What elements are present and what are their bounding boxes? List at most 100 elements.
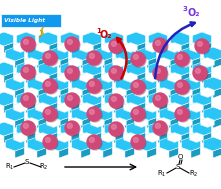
Polygon shape (102, 102, 115, 112)
Polygon shape (102, 43, 115, 53)
Polygon shape (170, 92, 190, 106)
Polygon shape (169, 147, 179, 158)
Polygon shape (125, 147, 135, 158)
Circle shape (65, 66, 79, 80)
Polygon shape (6, 77, 25, 91)
Polygon shape (179, 57, 192, 67)
Polygon shape (124, 73, 137, 83)
Polygon shape (91, 118, 105, 128)
Circle shape (176, 108, 190, 122)
Polygon shape (168, 132, 181, 143)
Circle shape (133, 109, 138, 114)
Polygon shape (105, 32, 124, 46)
Circle shape (87, 107, 101, 121)
Circle shape (22, 38, 36, 52)
Circle shape (44, 108, 58, 122)
Circle shape (46, 81, 50, 86)
Polygon shape (38, 122, 57, 136)
Circle shape (21, 121, 35, 135)
Polygon shape (36, 102, 50, 112)
Polygon shape (37, 57, 47, 68)
Polygon shape (82, 122, 101, 136)
Polygon shape (37, 88, 47, 98)
Polygon shape (156, 118, 170, 128)
Polygon shape (26, 132, 36, 143)
Circle shape (110, 95, 124, 109)
Polygon shape (91, 57, 105, 67)
Polygon shape (70, 132, 80, 143)
Polygon shape (190, 43, 203, 53)
Polygon shape (27, 47, 47, 61)
Polygon shape (48, 73, 57, 83)
Text: R$_1$: R$_1$ (5, 162, 15, 172)
Text: R$_1$: R$_1$ (157, 169, 167, 179)
Polygon shape (137, 137, 156, 151)
Polygon shape (37, 147, 47, 158)
Polygon shape (191, 147, 200, 158)
Polygon shape (13, 73, 27, 83)
Circle shape (153, 93, 167, 107)
Text: O₂: O₂ (187, 8, 200, 18)
Polygon shape (59, 57, 69, 68)
Circle shape (194, 67, 208, 81)
Polygon shape (13, 102, 27, 112)
Polygon shape (179, 88, 192, 98)
Circle shape (177, 109, 182, 114)
Circle shape (154, 94, 168, 108)
Circle shape (65, 37, 79, 51)
Polygon shape (202, 132, 211, 143)
Polygon shape (103, 118, 112, 128)
Polygon shape (36, 132, 50, 143)
Polygon shape (93, 137, 112, 151)
Circle shape (131, 52, 145, 66)
Polygon shape (105, 92, 124, 106)
Circle shape (44, 136, 58, 150)
Polygon shape (70, 73, 80, 83)
Circle shape (154, 122, 168, 136)
Polygon shape (50, 107, 69, 121)
Circle shape (193, 66, 207, 80)
Polygon shape (137, 77, 156, 91)
Circle shape (43, 135, 57, 149)
Polygon shape (137, 107, 156, 121)
Circle shape (87, 51, 101, 65)
Polygon shape (25, 118, 38, 128)
Polygon shape (180, 132, 190, 143)
Polygon shape (58, 102, 71, 112)
Circle shape (176, 81, 190, 95)
Polygon shape (179, 118, 192, 128)
Polygon shape (147, 57, 156, 68)
Polygon shape (15, 147, 25, 158)
FancyArrowPatch shape (155, 22, 195, 78)
Polygon shape (26, 73, 36, 83)
Polygon shape (181, 47, 200, 61)
Polygon shape (191, 88, 200, 98)
Circle shape (111, 124, 116, 129)
Polygon shape (156, 88, 170, 98)
Circle shape (66, 38, 80, 52)
Polygon shape (124, 132, 137, 143)
Circle shape (88, 108, 102, 122)
Polygon shape (4, 132, 13, 143)
Polygon shape (126, 122, 145, 136)
Polygon shape (105, 62, 124, 76)
Circle shape (197, 41, 202, 46)
Polygon shape (191, 57, 200, 68)
Polygon shape (180, 102, 190, 113)
Polygon shape (135, 57, 149, 67)
Polygon shape (15, 88, 25, 98)
Circle shape (110, 40, 124, 54)
Circle shape (65, 121, 79, 135)
Polygon shape (201, 57, 214, 67)
Circle shape (88, 80, 102, 94)
Polygon shape (213, 147, 221, 158)
Polygon shape (158, 43, 168, 53)
Polygon shape (192, 62, 211, 76)
Text: 3: 3 (183, 6, 188, 12)
Polygon shape (59, 88, 69, 98)
Circle shape (67, 68, 72, 73)
Polygon shape (4, 102, 13, 113)
Circle shape (88, 136, 102, 150)
Circle shape (177, 82, 182, 87)
Polygon shape (0, 62, 13, 76)
